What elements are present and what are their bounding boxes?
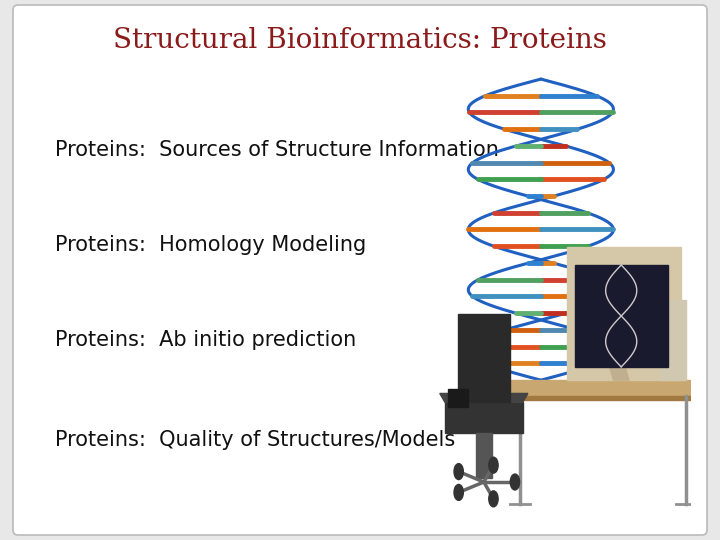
Polygon shape	[608, 362, 629, 380]
Polygon shape	[567, 247, 681, 380]
Circle shape	[510, 474, 520, 490]
Circle shape	[454, 484, 464, 501]
Polygon shape	[510, 396, 696, 400]
FancyBboxPatch shape	[13, 5, 707, 535]
Polygon shape	[445, 402, 523, 433]
Polygon shape	[440, 394, 528, 402]
Text: Proteins:  Quality of Structures/Models: Proteins: Quality of Structures/Models	[55, 430, 455, 450]
Polygon shape	[575, 265, 668, 367]
Polygon shape	[448, 389, 468, 407]
Polygon shape	[660, 300, 686, 380]
Circle shape	[454, 464, 464, 480]
Text: Proteins:  Homology Modeling: Proteins: Homology Modeling	[55, 235, 366, 255]
Text: Structural Bioinformatics: Proteins: Structural Bioinformatics: Proteins	[113, 26, 607, 53]
Polygon shape	[476, 433, 492, 477]
Text: Proteins:  Sources of Structure Information: Proteins: Sources of Structure Informati…	[55, 140, 499, 160]
Polygon shape	[510, 380, 696, 396]
Circle shape	[489, 457, 498, 473]
Polygon shape	[458, 314, 510, 402]
Text: Proteins:  Ab initio prediction: Proteins: Ab initio prediction	[55, 330, 356, 350]
Circle shape	[489, 491, 498, 507]
